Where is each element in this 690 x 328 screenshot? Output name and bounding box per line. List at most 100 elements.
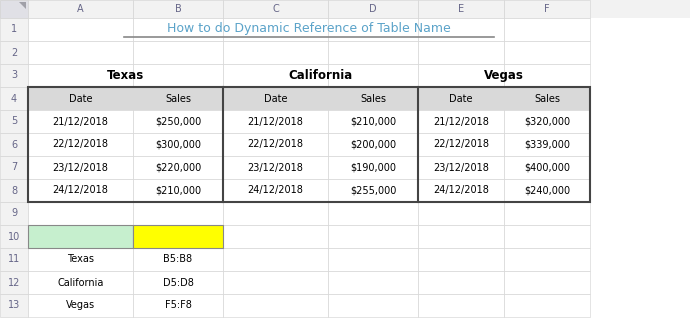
Bar (0, 248, 28, 271)
Text: 23/12/2018: 23/12/2018 (52, 162, 108, 173)
Bar (133, 294, 223, 317)
Text: 11: 11 (8, 255, 20, 264)
Bar (328, 271, 418, 294)
Bar (223, 271, 328, 294)
Bar (504, 156, 590, 179)
Text: 23/12/2018: 23/12/2018 (433, 162, 489, 173)
Text: $339,000: $339,000 (524, 139, 570, 150)
Bar (328, 18, 418, 41)
Bar (418, 179, 504, 202)
Bar (418, 41, 504, 64)
Text: 8: 8 (11, 186, 17, 195)
Bar (504, 179, 590, 202)
Text: Date: Date (264, 93, 287, 104)
Text: 3: 3 (11, 71, 17, 80)
Bar (0, 41, 28, 64)
Bar (133, 87, 223, 110)
Bar (418, 225, 504, 248)
Text: $320,000: $320,000 (524, 116, 570, 127)
Bar (28, 179, 133, 202)
Bar (133, 64, 223, 87)
Bar (223, 0, 328, 18)
Bar (328, 41, 418, 64)
Text: $250,000: $250,000 (155, 116, 201, 127)
Text: $240,000: $240,000 (524, 186, 570, 195)
Text: C: C (272, 4, 279, 14)
Bar (418, 18, 504, 41)
Bar (418, 133, 504, 156)
Bar (0, 294, 28, 317)
Text: 22/12/2018: 22/12/2018 (248, 139, 304, 150)
Text: $210,000: $210,000 (350, 116, 396, 127)
Text: $210,000: $210,000 (155, 186, 201, 195)
Bar (223, 133, 328, 156)
Text: B: B (175, 4, 181, 14)
Bar (504, 41, 590, 64)
Bar (223, 41, 328, 64)
Bar (28, 64, 133, 87)
Bar (418, 294, 504, 317)
Bar (133, 41, 223, 64)
Bar (328, 110, 418, 133)
Bar (418, 0, 504, 18)
Bar (328, 87, 418, 110)
Bar (133, 133, 223, 156)
Bar (418, 110, 504, 133)
Bar (223, 248, 328, 271)
Text: $190,000: $190,000 (350, 162, 396, 173)
Bar (504, 202, 590, 225)
Text: 9: 9 (11, 209, 17, 218)
Text: Vegas: Vegas (484, 69, 524, 82)
Bar (133, 225, 223, 248)
Bar (0, 64, 28, 87)
Text: 22/12/2018: 22/12/2018 (433, 139, 489, 150)
Bar (223, 225, 328, 248)
Bar (28, 87, 133, 110)
Bar (133, 110, 223, 133)
Bar (133, 248, 223, 271)
Bar (28, 202, 133, 225)
Text: 24/12/2018: 24/12/2018 (248, 186, 304, 195)
Bar (0, 0, 28, 18)
Text: 10: 10 (8, 232, 20, 241)
Text: B5:B8: B5:B8 (164, 255, 193, 264)
Text: California: California (57, 277, 104, 288)
Text: Texas: Texas (67, 255, 94, 264)
Text: Sales: Sales (165, 93, 191, 104)
Text: $400,000: $400,000 (524, 162, 570, 173)
Bar (328, 294, 418, 317)
Bar (28, 225, 133, 248)
Bar (418, 87, 504, 110)
Text: 5: 5 (11, 116, 17, 127)
Bar (418, 156, 504, 179)
Text: D: D (369, 4, 377, 14)
Text: Range: Range (161, 232, 195, 241)
Bar (133, 202, 223, 225)
Bar (418, 248, 504, 271)
Text: $255,000: $255,000 (350, 186, 396, 195)
Text: How to do Dynamic Reference of Table Name: How to do Dynamic Reference of Table Nam… (167, 22, 451, 35)
Bar (133, 179, 223, 202)
Text: E: E (458, 4, 464, 14)
Text: 2: 2 (11, 48, 17, 57)
Text: 21/12/2018: 21/12/2018 (52, 116, 108, 127)
Text: 24/12/2018: 24/12/2018 (433, 186, 489, 195)
Text: 22/12/2018: 22/12/2018 (52, 139, 108, 150)
Bar (504, 133, 590, 156)
Bar (0, 18, 28, 41)
Bar (28, 225, 133, 248)
Text: Sales: Sales (534, 93, 560, 104)
Bar (0, 156, 28, 179)
Bar (418, 271, 504, 294)
Text: Texas: Texas (107, 69, 144, 82)
Bar (418, 87, 504, 110)
Text: 1: 1 (11, 25, 17, 34)
Bar (28, 87, 133, 110)
Bar (28, 41, 133, 64)
Bar (133, 225, 223, 248)
Text: 7: 7 (11, 162, 17, 173)
Text: 13: 13 (8, 300, 20, 311)
Text: Date: Date (449, 93, 473, 104)
Bar (28, 156, 133, 179)
Text: Vegas: Vegas (66, 300, 95, 311)
